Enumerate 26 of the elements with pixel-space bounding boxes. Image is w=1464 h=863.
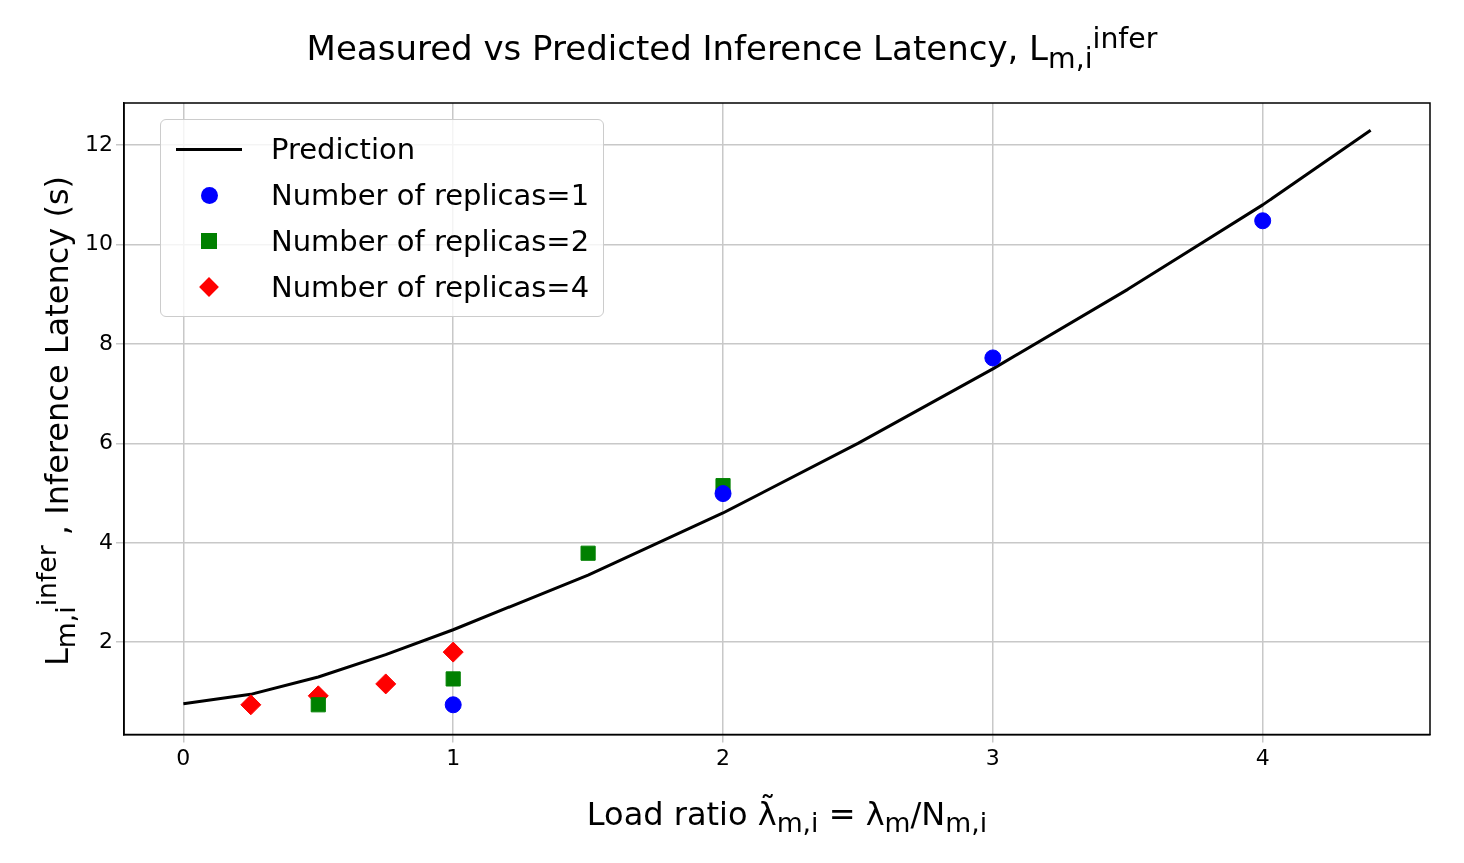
point [444,696,462,714]
y-tick-label: 2 [98,627,113,653]
x-tick-label: 3 [985,744,1000,770]
point [580,545,596,561]
x-axis-title: Load ratio λ̃$_{m,i}$ = λ$_{m}$/N$_{m,i}$ [585,795,989,839]
y-tick-label: 10 [84,230,113,256]
legend-label: Prediction [271,132,416,166]
point [310,697,326,713]
point [714,485,732,503]
point [984,349,1002,367]
point [442,641,464,663]
x-tick-label: 0 [176,744,191,770]
y-tick-label: 8 [98,329,113,355]
legend-label: Number of replicas=4 [271,270,590,304]
y-tick-label: 12 [84,130,113,156]
y-tick-label: 6 [98,429,113,455]
point [1254,212,1272,230]
point [375,673,397,695]
x-tick-label: 1 [446,744,461,770]
x-tick-label: 4 [1255,744,1270,770]
legend-label: Number of replicas=2 [271,224,590,258]
point [240,694,262,716]
point [445,671,461,687]
y-tick-label: 4 [98,528,113,554]
x-tick-label: 2 [716,744,731,770]
legend-label: Number of replicas=1 [271,178,590,212]
